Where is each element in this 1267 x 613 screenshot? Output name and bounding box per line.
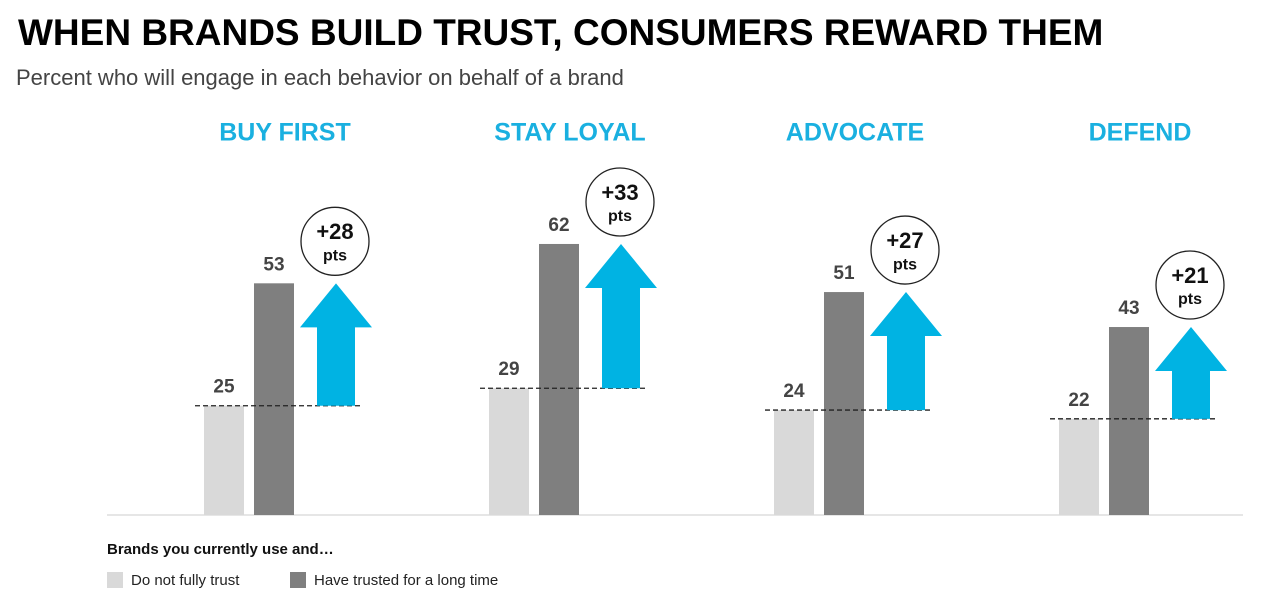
legend-label: Do not fully trust: [131, 572, 240, 589]
legend-label: Have trusted for a long time: [314, 572, 498, 589]
gain-badge: [585, 167, 655, 237]
bar: [254, 283, 294, 515]
legend-swatch: [290, 572, 306, 588]
category-title: STAY LOYAL: [494, 119, 645, 147]
chart-title: WHEN BRANDS BUILD TRUST, CONSUMERS REWAR…: [18, 12, 1103, 53]
gain-unit: pts: [323, 248, 347, 265]
bar: [1109, 327, 1149, 515]
gain-arrow: [585, 243, 657, 389]
legend-title: Brands you currently use and…: [107, 541, 334, 558]
category-title: BUY FIRST: [219, 119, 351, 147]
legend-swatch: [107, 572, 123, 588]
bar: [774, 410, 814, 515]
gain-label: +27: [886, 228, 923, 253]
bar: [489, 388, 529, 515]
value-label: 53: [263, 254, 284, 275]
gain-unit: pts: [608, 208, 632, 225]
gain-label: +21: [1171, 263, 1208, 288]
chart-subtitle: Percent who will engage in each behavior…: [16, 65, 624, 90]
gain-badge: [870, 215, 940, 285]
bar: [204, 405, 244, 515]
bar: [824, 292, 864, 515]
value-label: 24: [783, 381, 805, 402]
gain-label: +28: [316, 219, 353, 244]
value-label: 51: [833, 263, 855, 284]
value-label: 29: [498, 359, 519, 380]
gain-label: +33: [601, 180, 638, 205]
value-label: 22: [1068, 390, 1089, 411]
gain-unit: pts: [1178, 291, 1202, 308]
gain-arrow: [870, 292, 942, 411]
gain-arrow: [1155, 327, 1227, 419]
value-label: 25: [213, 377, 235, 398]
value-label: 43: [1118, 298, 1139, 319]
bar: [539, 243, 579, 515]
gain-badge: [300, 206, 370, 276]
bar: [1059, 418, 1099, 515]
category-title: ADVOCATE: [786, 119, 924, 147]
gain-badge: [1155, 250, 1225, 320]
gain-unit: pts: [893, 256, 917, 273]
category-title: DEFEND: [1089, 119, 1192, 147]
value-label: 62: [548, 215, 569, 236]
gain-arrow: [300, 283, 372, 406]
